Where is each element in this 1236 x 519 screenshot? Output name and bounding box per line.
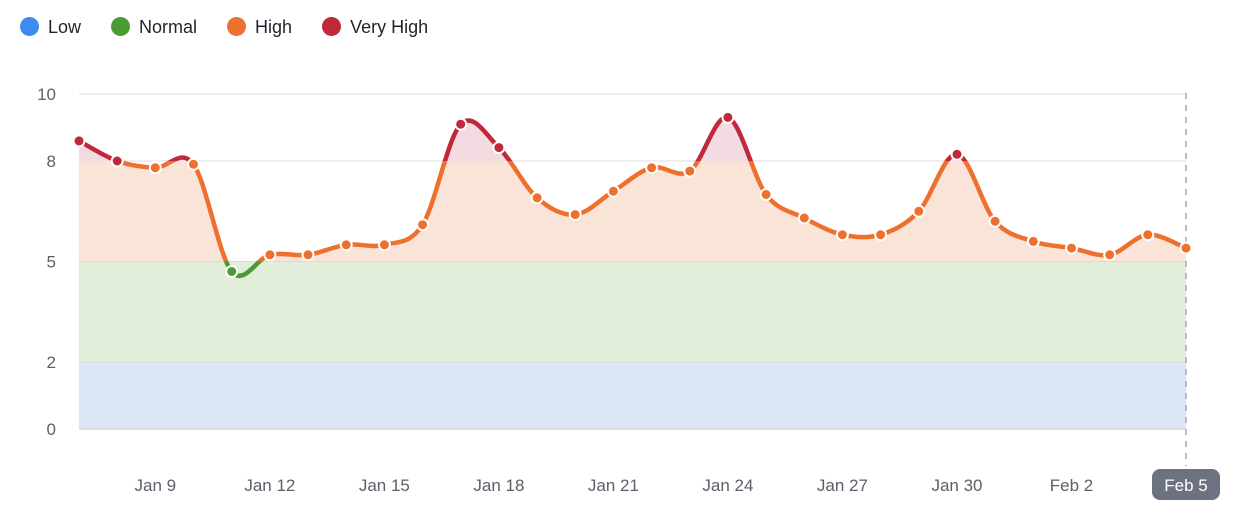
data-point[interactable] [1141,228,1155,242]
y-tick-label-2: 2 [47,353,56,372]
x-tick-label: Jan 12 [244,476,295,495]
low-dot-icon [20,17,39,36]
data-point[interactable] [187,157,200,171]
very-high-dot-icon [322,17,342,36]
x-tick-label: Jan 24 [702,476,753,495]
x-tick-label: Jan 18 [473,476,524,495]
data-point[interactable] [835,228,849,242]
x-tick-label: Jan 27 [817,476,868,495]
data-point[interactable] [530,191,544,205]
data-point[interactable] [721,110,735,124]
data-point[interactable] [1179,241,1193,255]
legend-label-high: High [255,16,293,37]
x-tick-label: Jan 15 [359,476,410,495]
legend-label-very-high: Very High [350,16,429,37]
x-tick-label: Jan 30 [931,476,982,495]
y-tick-label-0: 0 [47,420,56,439]
data-point[interactable] [988,214,1002,228]
legend-item-very-high[interactable]: Very High [322,17,428,36]
data-point[interactable] [759,188,773,201]
legend: Low Normal High Very High [20,17,428,36]
x-tick-label-today: Feb 5 [1164,476,1207,495]
data-point[interactable] [606,184,620,198]
x-tick-label: Jan 9 [135,476,177,495]
data-point[interactable] [225,265,239,278]
legend-item-high[interactable]: High [227,17,292,36]
data-point[interactable] [912,204,926,218]
x-tick-label: Jan 21 [588,476,639,495]
data-point[interactable] [110,154,124,168]
data-point[interactable] [416,218,430,232]
x-tick-label: Feb 2 [1050,476,1093,495]
y-tick-label-8: 8 [47,152,56,171]
data-point[interactable] [72,134,86,148]
data-point[interactable] [1065,241,1078,255]
legend-label-low: Low [48,16,82,37]
data-point[interactable] [492,141,506,155]
data-point[interactable] [645,161,659,175]
data-point[interactable] [1103,248,1117,262]
legend-item-low[interactable]: Low [20,17,81,36]
data-point[interactable] [568,208,582,222]
data-point[interactable] [263,248,277,262]
data-point[interactable] [874,228,888,242]
band-low [79,362,1186,429]
data-point[interactable] [301,248,315,262]
data-point[interactable] [454,117,468,131]
data-point[interactable] [950,147,964,161]
data-point[interactable] [339,238,353,252]
normal-dot-icon [111,17,131,36]
y-tick-label-10: 10 [37,85,56,104]
area-fill-high [79,117,1186,262]
high-dot-icon [227,17,247,36]
area-fill-very-high [79,117,965,161]
data-point[interactable] [683,164,697,178]
data-point[interactable] [1026,234,1040,248]
today-badge [1152,469,1220,500]
data-point[interactable] [148,161,162,175]
legend-label-normal: Normal [139,16,198,37]
legend-item-normal[interactable]: Normal [111,17,197,36]
band-normal [79,261,1186,362]
data-point[interactable] [797,211,811,225]
data-point[interactable] [377,238,391,252]
y-tick-label-5: 5 [47,253,56,272]
